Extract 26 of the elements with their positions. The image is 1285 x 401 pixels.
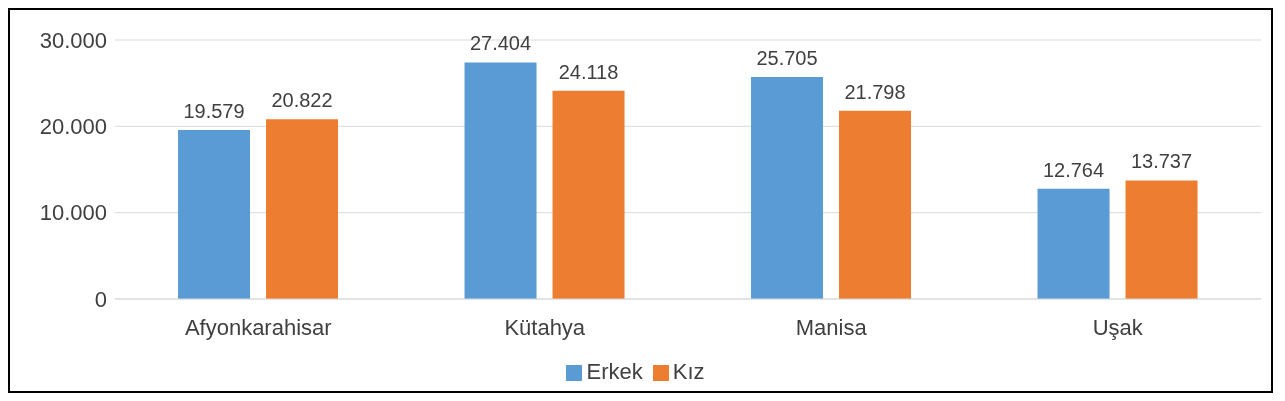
x-tick-label: Afyonkarahisar <box>184 314 332 340</box>
legend-label: Kız <box>672 359 705 384</box>
data-label: 21.798 <box>844 80 906 103</box>
y-tick-label: 30.000 <box>39 27 107 53</box>
bar <box>464 62 537 299</box>
bar <box>1125 180 1198 299</box>
data-label: 13.737 <box>1130 150 1193 173</box>
x-tick-label: Kütahya <box>504 314 586 340</box>
y-tick-label: 10.000 <box>39 200 107 226</box>
legend-label: Erkek <box>586 359 643 384</box>
bar <box>266 119 339 299</box>
bar <box>178 129 251 299</box>
data-label: 27.404 <box>469 32 532 55</box>
x-tick-label: Manisa <box>795 314 868 340</box>
data-label: 12.764 <box>1042 158 1105 181</box>
data-label: 19.579 <box>183 99 245 122</box>
bar <box>552 90 625 299</box>
data-label: 20.822 <box>271 89 333 112</box>
y-tick-label: 20.000 <box>39 114 107 140</box>
bar <box>839 110 912 299</box>
bar <box>1037 188 1110 299</box>
bar <box>751 77 824 299</box>
data-label: 24.118 <box>558 60 619 83</box>
data-label: 25.705 <box>756 47 818 70</box>
x-tick-label: Uşak <box>1092 314 1144 340</box>
y-tick-label: 0 <box>94 286 107 312</box>
